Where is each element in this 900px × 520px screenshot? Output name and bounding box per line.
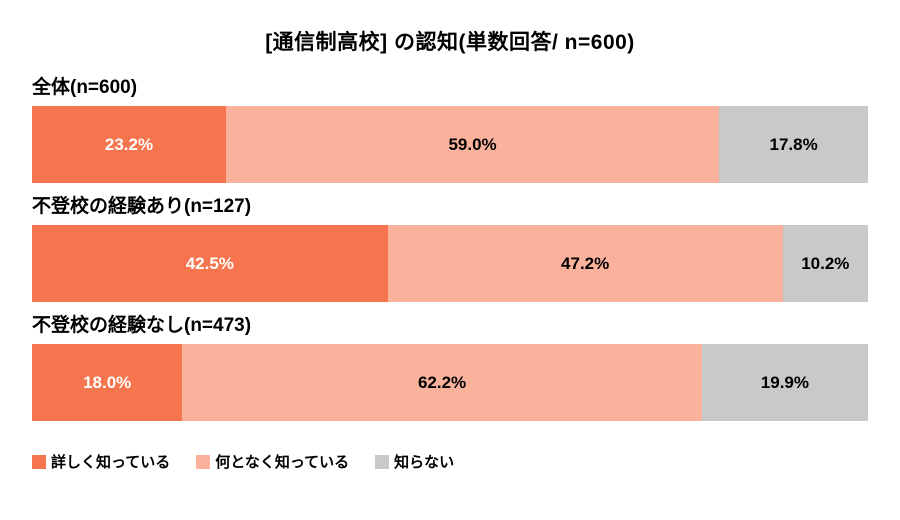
bar-segment-does-not-know: 19.9% [701,344,868,421]
stacked-bar: 18.0% 62.2% 19.9% [32,344,868,421]
legend-swatch-icon [32,454,46,469]
chart-group: 不登校の経験あり(n=127) 42.5% 47.2% 10.2% [32,191,868,302]
legend-label: 詳しく知っている [51,454,171,471]
chart-legend: 詳しく知っている 何となく知っている 知らない [32,451,868,472]
stacked-bar: 23.2% 59.0% 17.8% [32,106,868,183]
chart-title: [通信制高校] の認知(単数回答/ n=600) [265,31,635,54]
legend-label: 何となく知っている [215,454,350,471]
legend-swatch-icon [375,454,390,469]
bar-segment-knows-vaguely: 47.2% [387,225,783,302]
bar-segment-knows-well: 18.0% [32,344,183,421]
chart-group: 全体(n=600) 23.2% 59.0% 17.8% [32,72,868,183]
group-label: 全体(n=600) [32,77,138,98]
stacked-bar: 42.5% 47.2% 10.2% [32,225,868,302]
chart-rows: 全体(n=600) 23.2% 59.0% 17.8% 不登校の経験あり(n=127) 4… [32,72,868,421]
group-label: 不登校の経験あり(n=127) [32,196,252,217]
chart-group: 不登校の経験なし(n=473) 18.0% 62.2% 19.9% [32,310,868,421]
legend-item-does-not-know: 知らない [375,451,454,472]
bar-segment-does-not-know: 10.2% [782,225,868,302]
legend-label: 知らない [394,454,455,471]
group-label: 不登校の経験なし(n=473) [32,315,252,336]
bar-segment-knows-vaguely: 59.0% [225,106,720,183]
legend-swatch-icon [196,454,211,469]
bar-segment-knows-vaguely: 62.2% [182,344,702,421]
legend-item-knows-vaguely: 何となく知っている [196,451,349,472]
bar-segment-knows-well: 42.5% [32,225,388,302]
legend-item-knows-well: 詳しく知っている [32,451,170,472]
bar-segment-knows-well: 23.2% [32,106,226,183]
bar-segment-does-not-know: 17.8% [719,106,868,183]
